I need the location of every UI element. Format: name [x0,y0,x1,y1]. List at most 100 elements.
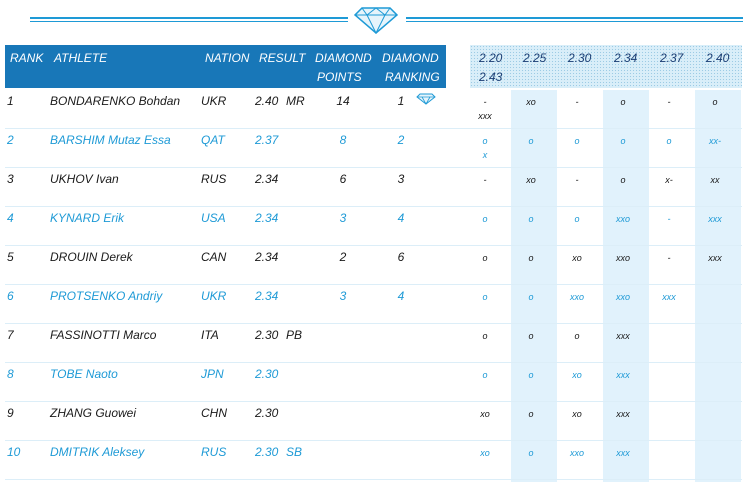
rank-cell: 5 [7,250,14,264]
height-attempt-cell: o [462,368,508,382]
height-attempt-cell: o [600,134,646,148]
table-row: 10 DMITRIK Aleksey RUS 2.30 SB xo o xxo xxx [0,441,752,480]
table-row: 8 TOBE Naoto JPN 2.30 o o xo xxx [0,363,752,402]
height-attempt-cell: o [646,134,692,148]
athlete-name: TOBE Naoto [50,367,118,381]
height-label: 2.37 [660,51,684,65]
height-attempt-cell: o [462,329,508,343]
athlete-name: BARSHIM Mutaz Essa [50,133,171,147]
top-rule-right-thin [406,21,743,22]
row-divider [5,167,742,168]
height-label: 2.30 [568,51,592,65]
record-note: PB [286,328,303,342]
diamond-points: 3 [339,211,347,225]
height-column-shade [695,90,741,482]
height-attempt-cell: o [508,368,554,382]
header-rank: RANK [10,51,44,65]
row-divider [5,362,742,363]
row-divider [5,401,742,402]
height-attempt-cell: xo [554,251,600,265]
attempt-result: o [482,331,488,341]
athlete-name: BONDARENKO Bohdan [50,94,181,108]
attempt-result: o [574,136,580,146]
attempt-result: xxx [616,331,630,341]
height-attempt-cell: xxx [600,329,646,343]
height-attempt-cell: o [600,95,646,109]
header-athlete: ATHLETE [54,51,108,65]
attempt-result: xxx [662,292,676,302]
result-value: 2.34 [255,172,279,186]
header-result: RESULT [259,51,306,65]
height-label: 2.20 [479,51,503,65]
height-attempt-cell: - [646,212,692,226]
height-attempt-cell: xo [554,368,600,382]
header-diamond-points-1: DIAMOND [315,51,372,65]
rank-cell: 4 [7,211,14,225]
attempt-result: o [528,292,534,302]
height-attempt-cell: o [508,134,554,148]
height-attempt-cell: xxo [600,212,646,226]
height-attempt-cell: xxo [600,290,646,304]
attempt-result: o [620,97,626,107]
height-attempt-cell: xo [508,95,554,109]
row-divider [5,323,742,324]
attempt-result: xx [710,175,720,185]
attempt-result: o [666,136,672,146]
height-attempt-cell: xxo [600,251,646,265]
rank-cell: 10 [7,445,21,459]
rank-cell: 6 [7,289,14,303]
attempt-result: o [482,253,488,263]
diamond-ranking: 1 [397,94,405,108]
rank-cell: 2 [7,133,14,147]
attempt-result: xo [480,409,490,419]
attempt-result: xo [480,448,490,458]
rank-cell: 7 [7,328,14,342]
height-attempt-cell: - [462,173,508,187]
height-attempt-cell: - [554,95,600,109]
row-divider [5,245,742,246]
attempt-result: o [528,331,534,341]
header-diamond-ranking-2: RANKING [385,70,440,84]
attempt-result: - [667,97,671,107]
row-divider [5,128,742,129]
diamond-ranking: 4 [397,289,405,303]
athlete-name: PROTSENKO Andriy [50,289,163,303]
nation-code: USA [201,211,226,225]
attempt-result: xo [526,175,536,185]
attempt-result: o [528,409,534,419]
result-value: 2.34 [255,211,279,225]
result-value: 2.30 [255,328,279,342]
table-row: 2 BARSHIM Mutaz Essa QAT 2.37 8 2 o x o o o o xx- [0,129,752,168]
nation-code: QAT [201,133,225,147]
diamond-ranking: 3 [397,172,405,186]
athlete-name: ZHANG Guowei [50,406,137,420]
record-note: SB [286,445,303,459]
height-column-shade [511,90,557,482]
height-attempt-cell: o [508,212,554,226]
height-attempt-cell: xx [692,173,738,187]
attempt-result: o [528,214,534,224]
height-label: 2.25 [523,51,547,65]
height-attempt-cell: xo [462,446,508,460]
diamond-points: 3 [339,289,347,303]
diamond-points: 14 [336,94,350,108]
attempt-result: xxx [616,409,630,419]
attempt-result: o [482,370,488,380]
top-rule-right [406,17,743,19]
record-note: MR [286,94,305,108]
height-attempt-cell: x- [646,173,692,187]
rank-cell: 3 [7,172,14,186]
diamond-points: 2 [339,250,347,264]
header-nation: NATION [205,51,250,65]
height-attempt-cell: o [692,95,738,109]
height-attempt-cell: xxo [554,290,600,304]
rank-cell: 8 [7,367,14,381]
athlete-name: FASSINOTTI Marco [50,328,157,342]
nation-code: UKR [201,94,227,108]
attempt-result: o [574,214,580,224]
attempt-result-extra: xxx [478,111,492,121]
height-attempt-cell: xxx [692,212,738,226]
attempt-result: - [667,253,671,263]
height-attempt-cell: xo [508,173,554,187]
attempt-result: xxx [616,448,630,458]
